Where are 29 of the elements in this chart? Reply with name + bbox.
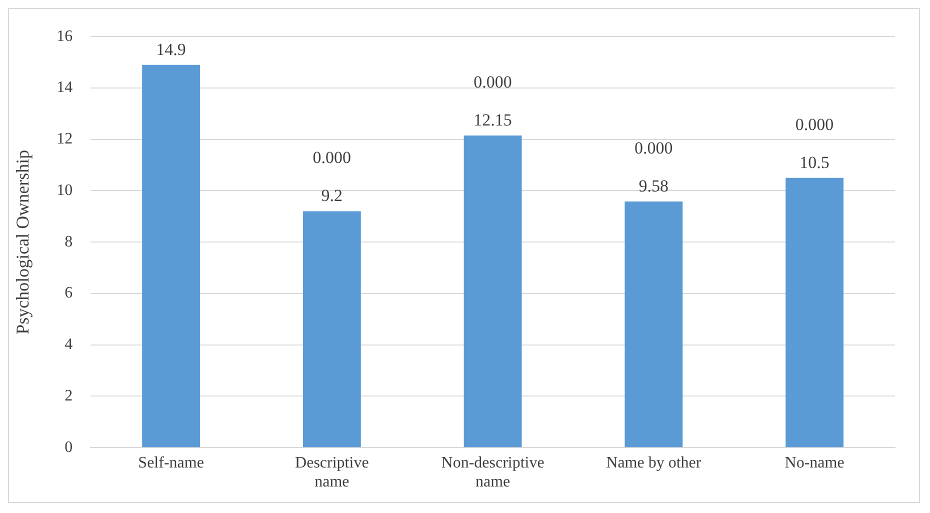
y-tick-label: 10 bbox=[56, 182, 73, 199]
bar bbox=[302, 211, 361, 448]
x-tick-label: Descriptive name bbox=[295, 454, 369, 491]
x-tick-label: No-name bbox=[784, 454, 844, 472]
y-tick-label: 12 bbox=[56, 130, 73, 148]
y-tick-label: 14 bbox=[56, 79, 73, 96]
x-tick-label: Name by other bbox=[606, 454, 702, 472]
annotation: 0.000 bbox=[795, 114, 834, 134]
y-tick-label: 4 bbox=[64, 336, 73, 354]
y-tick-label: 2 bbox=[64, 387, 73, 404]
bar bbox=[142, 64, 200, 448]
data-label: 9.2 bbox=[321, 186, 343, 206]
y-tick-label: 16 bbox=[56, 28, 73, 45]
y-tick-label: 6 bbox=[64, 284, 73, 302]
data-label: 14.9 bbox=[156, 40, 186, 59]
annotation: 0.000 bbox=[312, 148, 352, 168]
annotation: 0.000 bbox=[634, 138, 673, 158]
data-label: 12.15 bbox=[474, 110, 512, 130]
bar bbox=[464, 135, 522, 448]
data-label: 10.5 bbox=[800, 152, 830, 172]
x-tick-label: Non-descriptive name bbox=[441, 454, 544, 491]
data-label: 9.58 bbox=[638, 176, 669, 196]
y-tick-label: 8 bbox=[64, 233, 73, 250]
y-axis-title: Psychological Ownership bbox=[12, 150, 33, 334]
bar bbox=[624, 202, 683, 448]
x-tick-label: Self-name bbox=[138, 454, 204, 472]
y-tick-label: 0 bbox=[64, 438, 73, 456]
annotation: 0.000 bbox=[474, 72, 512, 92]
bar bbox=[786, 178, 844, 448]
